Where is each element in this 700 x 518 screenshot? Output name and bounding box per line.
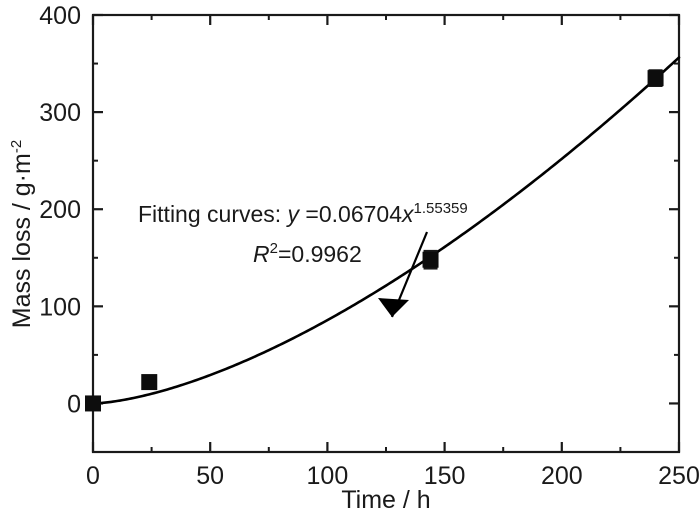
equation-coefficient: =0.06704	[299, 201, 402, 227]
data-point-marker	[422, 251, 439, 268]
y-axis-tick-labels: 0 100 200 300 400	[39, 2, 81, 418]
y-axis-title-main: Mass loss / g·m	[8, 153, 36, 328]
data-point-marker	[141, 374, 158, 391]
leader-arrow	[378, 231, 429, 318]
x-tick-label-200: 200	[541, 462, 583, 490]
r-squared-symbol: R	[253, 241, 270, 267]
x-tick-label-250: 250	[658, 462, 700, 490]
x-axis-tick-labels: 0 50 100 150 200 250	[86, 462, 700, 490]
y-tick-label-400: 400	[39, 2, 81, 30]
y-tick-label-200: 200	[39, 196, 81, 224]
data-point-marker	[85, 395, 101, 412]
fitting-curve	[91, 56, 681, 405]
x-axis-title: Time / h	[341, 486, 430, 514]
data-point-marker	[647, 70, 664, 87]
x-tick-label-0: 0	[86, 462, 100, 490]
y-tick-label-0: 0	[67, 390, 81, 418]
x-tick-label-150: 150	[424, 462, 466, 490]
fitting-curves-label: Fitting curves:	[138, 201, 288, 227]
r-squared-superscript: 2	[270, 240, 278, 257]
fit-equation-line1: Fitting curves: y =0.06704x1.55359	[138, 200, 468, 227]
x-variable-symbol: x	[401, 201, 415, 227]
data-point-markers	[85, 70, 664, 412]
y-axis-title-superscript: -2	[8, 140, 25, 153]
y-axis-title: Mass loss / g·m-2	[8, 140, 36, 328]
y-tick-label-300: 300	[39, 99, 81, 127]
plot-frame	[91, 13, 681, 454]
equation-exponent: 1.55359	[414, 200, 468, 217]
x-axis-major-ticks	[91, 15, 681, 452]
y-tick-label-100: 100	[39, 293, 81, 321]
x-axis-minor-ticks	[150, 15, 622, 452]
r-squared-value: =0.9962	[278, 241, 362, 267]
x-tick-label-100: 100	[307, 462, 349, 490]
x-tick-label-50: 50	[196, 462, 224, 490]
y-variable-symbol: y	[286, 201, 301, 227]
fit-equation-line2: R2=0.9962	[253, 240, 362, 267]
y-axis-minor-ticks	[93, 62, 679, 356]
